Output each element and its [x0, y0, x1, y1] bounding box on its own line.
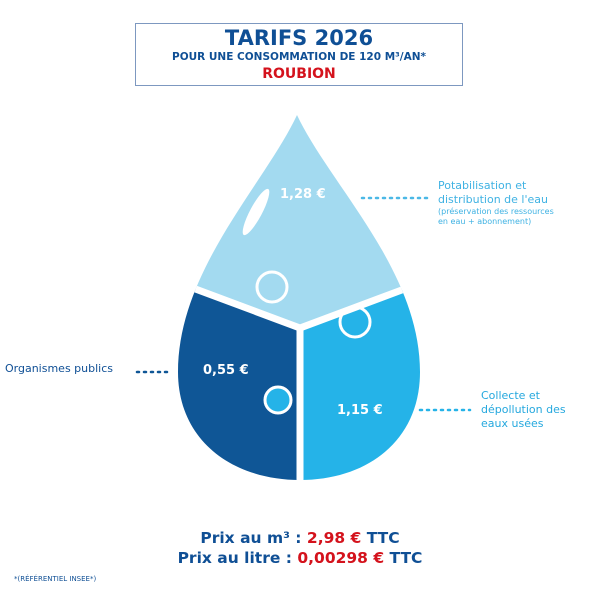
puzzle-knob	[340, 307, 370, 337]
label-line: distribution de l'eau	[438, 193, 548, 206]
title-box: TARIFS 2026 POUR UNE CONSOMMATION DE 120…	[135, 23, 463, 86]
segment-left-value: 0,55 €	[203, 363, 249, 378]
price-suffix: TTC	[384, 549, 423, 567]
price-label: Prix au litre :	[177, 549, 298, 567]
price-per-m3: Prix au m³ : 2,98 € TTC	[0, 529, 600, 547]
label-note: en eau + abonnement)	[438, 217, 532, 226]
label-line: eaux usées	[481, 417, 544, 430]
commune-name: ROUBION	[262, 66, 336, 82]
label-line: Organismes publics	[5, 362, 114, 375]
puzzle-knob	[265, 387, 291, 413]
puzzle-knob	[257, 272, 287, 302]
title: TARIFS 2026	[224, 26, 374, 50]
price-value: 2,98 €	[306, 529, 362, 547]
price-per-litre: Prix au litre : 0,00298 € TTC	[0, 549, 600, 567]
label-line: Potabilisation et	[438, 179, 527, 192]
label-potabilisation: Potabilisation et distribution de l'eau …	[438, 179, 554, 227]
price-value: 0,00298 €	[297, 549, 385, 567]
segment-top-value: 1,28 €	[280, 187, 326, 202]
price-suffix: TTC	[361, 529, 400, 547]
highlight	[242, 188, 270, 236]
price-label: Prix au m³ :	[200, 529, 307, 547]
segment-right-value: 1,15 €	[337, 403, 383, 418]
label-organismes: Organismes publics	[5, 362, 113, 376]
label-note: (préservation des ressources	[438, 207, 554, 216]
label-line: Collecte et	[481, 389, 540, 402]
footnote: *(RÉFÉRENTIEL INSEE*)	[14, 575, 97, 583]
label-line: dépollution des	[481, 403, 566, 416]
label-collecte: Collecte et dépollution des eaux usées	[481, 389, 566, 431]
subtitle: POUR UNE CONSOMMATION DE 120 M³/AN*	[172, 51, 426, 63]
